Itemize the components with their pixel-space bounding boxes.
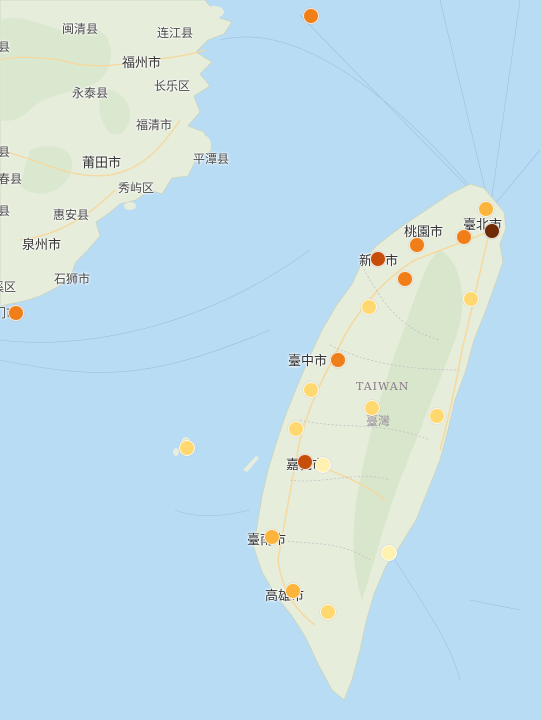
sea-lanes — [0, 0, 541, 681]
map-marker[interactable] — [315, 457, 331, 473]
map-marker[interactable] — [320, 604, 336, 620]
place-label-fuqing: 福清市 — [136, 118, 173, 132]
island — [178, 135, 194, 145]
map-marker[interactable] — [361, 299, 377, 315]
map-marker[interactable] — [285, 583, 301, 599]
place-label-yongtai: 永泰县 — [72, 86, 109, 100]
map-marker[interactable] — [364, 400, 380, 416]
penghu-island — [173, 448, 179, 456]
map-marker[interactable] — [264, 529, 280, 545]
island — [124, 202, 136, 210]
place-label-shishi: 石狮市 — [54, 272, 91, 286]
penghu-reef — [243, 456, 259, 472]
map-marker[interactable] — [303, 382, 319, 398]
map-marker[interactable] — [463, 291, 479, 307]
place-label-xiuyu: 秀屿区 — [118, 181, 155, 195]
map-marker[interactable] — [478, 201, 494, 217]
mainland-relief — [0, 17, 131, 194]
mainland-roads — [0, 49, 206, 241]
map-marker[interactable] — [370, 251, 386, 267]
place-label-taichung: 臺中市 — [288, 354, 328, 369]
place-label-changle: 长乐区 — [154, 79, 191, 93]
map-marker[interactable] — [456, 229, 472, 245]
map-marker[interactable] — [8, 305, 24, 321]
place-label-quanzhou: 泉州市 — [22, 238, 62, 253]
place-label-edge: 县 — [0, 40, 11, 54]
map-marker[interactable] — [381, 545, 397, 561]
map-marker[interactable] — [429, 408, 445, 424]
place-label-fuzhou: 福州市 — [122, 56, 162, 71]
map-marker[interactable] — [484, 223, 500, 239]
place-label-edge: 县 — [0, 204, 11, 218]
region-label-taiwan-zh: 臺灣 — [366, 414, 391, 428]
place-label-minqing: 闽清县 — [62, 22, 99, 36]
place-label-edge: 春县 — [0, 172, 23, 186]
region-label-taiwan-en: TAIWAN — [356, 380, 410, 393]
island — [204, 6, 224, 18]
map-marker[interactable] — [303, 8, 319, 24]
place-label-taoyuan: 桃園市 — [404, 225, 444, 240]
taiwan-county-lines — [279, 261, 461, 561]
place-label-edge: 溪区 — [0, 280, 17, 294]
map-marker[interactable] — [409, 237, 425, 253]
place-label-edge: 县 — [0, 145, 11, 159]
place-label-putian: 莆田市 — [82, 156, 122, 171]
map-marker[interactable] — [397, 271, 413, 287]
place-label-lianjiang: 连江县 — [157, 26, 194, 40]
map-marker[interactable] — [288, 421, 304, 437]
map-marker[interactable] — [297, 454, 313, 470]
map-marker[interactable] — [330, 352, 346, 368]
place-label-pingtan: 平潭县 — [193, 152, 230, 166]
map-marker[interactable] — [179, 440, 195, 456]
place-label-huian: 惠安县 — [53, 208, 90, 222]
island — [199, 136, 211, 154]
taiwan-relief — [353, 250, 463, 600]
